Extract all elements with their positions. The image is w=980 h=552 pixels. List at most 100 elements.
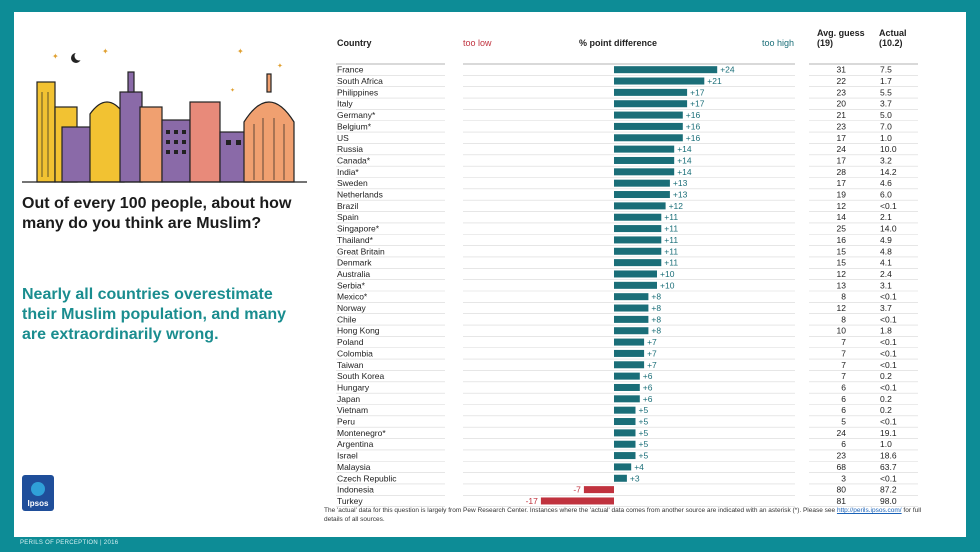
- avg-guess-value: 7: [841, 360, 846, 370]
- avg-guess-value: 17: [837, 155, 847, 165]
- bar: [614, 145, 675, 153]
- avg-guess-value: 7: [841, 371, 846, 381]
- svg-text:✦: ✦: [237, 47, 244, 56]
- country-label: Chile: [337, 314, 357, 324]
- country-label: Vietnam: [337, 405, 368, 415]
- avg-guess-value: 24: [837, 428, 847, 438]
- country-label: Belgium*: [337, 121, 372, 131]
- header-too-low: too low: [463, 38, 492, 48]
- actual-value: 1.0: [880, 133, 892, 143]
- bar-value-label: +5: [639, 428, 649, 438]
- bar-value-label: +11: [664, 258, 678, 268]
- actual-value: 1.8: [880, 326, 892, 336]
- bar: [614, 202, 666, 210]
- actual-value: <0.1: [880, 201, 897, 211]
- chart-rows: France +24 31 7.5 South Africa +21 22 1.7 Philip…: [336, 63, 918, 507]
- actual-value: 1.7: [880, 76, 892, 86]
- avg-guess-value: 12: [837, 269, 847, 279]
- country-label: Indonesia: [337, 485, 374, 495]
- actual-value: 1.0: [880, 439, 892, 449]
- bar-value-label: +16: [686, 121, 701, 131]
- source-link[interactable]: http://perils.ipsos.com/: [836, 507, 902, 514]
- country-label: Malaysia: [337, 462, 371, 472]
- bar: [614, 372, 640, 380]
- avg-guess-value: 68: [837, 462, 847, 472]
- question-text: Out of every 100 people, about how many …: [22, 195, 292, 232]
- avg-guess-value: 17: [837, 133, 847, 143]
- avg-guess-value: 23: [837, 451, 847, 461]
- actual-value: 4.8: [880, 246, 892, 256]
- avg-guess-value: 6: [841, 405, 846, 415]
- bar: [614, 66, 718, 74]
- actual-value: 4.1: [880, 258, 892, 268]
- actual-value: 3.2: [880, 155, 892, 165]
- avg-guess-value: 14: [837, 212, 847, 222]
- bar: [614, 429, 636, 437]
- bar: [614, 156, 675, 164]
- bar: [614, 293, 649, 301]
- bar: [614, 100, 688, 108]
- avg-guess-value: 13: [837, 280, 847, 290]
- bar: [583, 486, 614, 494]
- avg-guess-value: 25: [837, 224, 847, 234]
- avg-guess-value: 23: [837, 87, 847, 97]
- logo-text: Ipsos: [28, 499, 49, 508]
- header-difference: % point difference: [579, 38, 657, 48]
- avg-guess-value: 24: [837, 144, 847, 154]
- source-note: The 'actual' data for this question is l…: [324, 506, 924, 524]
- avg-guess-value: 22: [837, 76, 847, 86]
- bar-value-label: +6: [643, 394, 653, 404]
- header-country: Country: [337, 38, 372, 48]
- bar: [614, 236, 662, 244]
- footer-label: PERILS OF PERCEPTION | 2016: [20, 540, 119, 546]
- bar-value-label: +6: [643, 382, 653, 392]
- avg-guess-value: 16: [837, 235, 847, 245]
- bar: [614, 259, 662, 267]
- actual-value: <0.1: [880, 314, 897, 324]
- bar-value-label: +8: [651, 303, 661, 313]
- actual-value: 98.0: [880, 496, 897, 506]
- country-label: Argentina: [337, 439, 374, 449]
- city-skyline-illustration: ✦ ✦ ✦ ✦ ✦: [22, 47, 307, 183]
- note-text-2: for full details of all sources.: [324, 507, 922, 523]
- header-guess-sub: (19): [817, 38, 833, 48]
- avg-guess-value: 7: [841, 337, 846, 347]
- country-label: Colombia: [337, 348, 373, 358]
- bar-value-label: +21: [707, 76, 722, 86]
- country-label: Serbia*: [337, 280, 366, 290]
- avg-guess-value: 3: [841, 473, 846, 483]
- actual-value: <0.1: [880, 292, 897, 302]
- country-label: Sweden: [337, 178, 368, 188]
- avg-guess-value: 21: [837, 110, 847, 120]
- bar-value-label: +7: [647, 337, 657, 347]
- bar: [614, 247, 662, 255]
- actual-value: 5.0: [880, 110, 892, 120]
- bar: [614, 304, 649, 312]
- bar-value-label: -7: [573, 485, 581, 495]
- bar-value-label: +11: [664, 224, 678, 234]
- bar: [614, 191, 670, 199]
- bar-value-label: +11: [664, 235, 678, 245]
- actual-value: <0.1: [880, 348, 897, 358]
- country-label: Taiwan: [337, 360, 364, 370]
- country-label: Turkey: [337, 496, 363, 506]
- country-label: Australia: [337, 269, 370, 279]
- bar-value-label: +10: [660, 280, 675, 290]
- country-label: Italy: [337, 99, 353, 109]
- country-label: Israel: [337, 451, 358, 461]
- avg-guess-value: 15: [837, 258, 847, 268]
- actual-value: <0.1: [880, 382, 897, 392]
- svg-text:✦: ✦: [102, 47, 109, 56]
- actual-value: 4.6: [880, 178, 892, 188]
- country-label: Germany*: [337, 110, 376, 120]
- bar: [614, 168, 675, 176]
- header-too-high: too high: [762, 38, 794, 48]
- actual-value: 19.1: [880, 428, 897, 438]
- bar-value-label: +17: [690, 87, 705, 97]
- avg-guess-value: 80: [837, 485, 847, 495]
- country-label: Russia: [337, 144, 363, 154]
- bar-value-label: +24: [720, 65, 735, 75]
- country-label: Mexico*: [337, 292, 368, 302]
- actual-value: 14.0: [880, 224, 897, 234]
